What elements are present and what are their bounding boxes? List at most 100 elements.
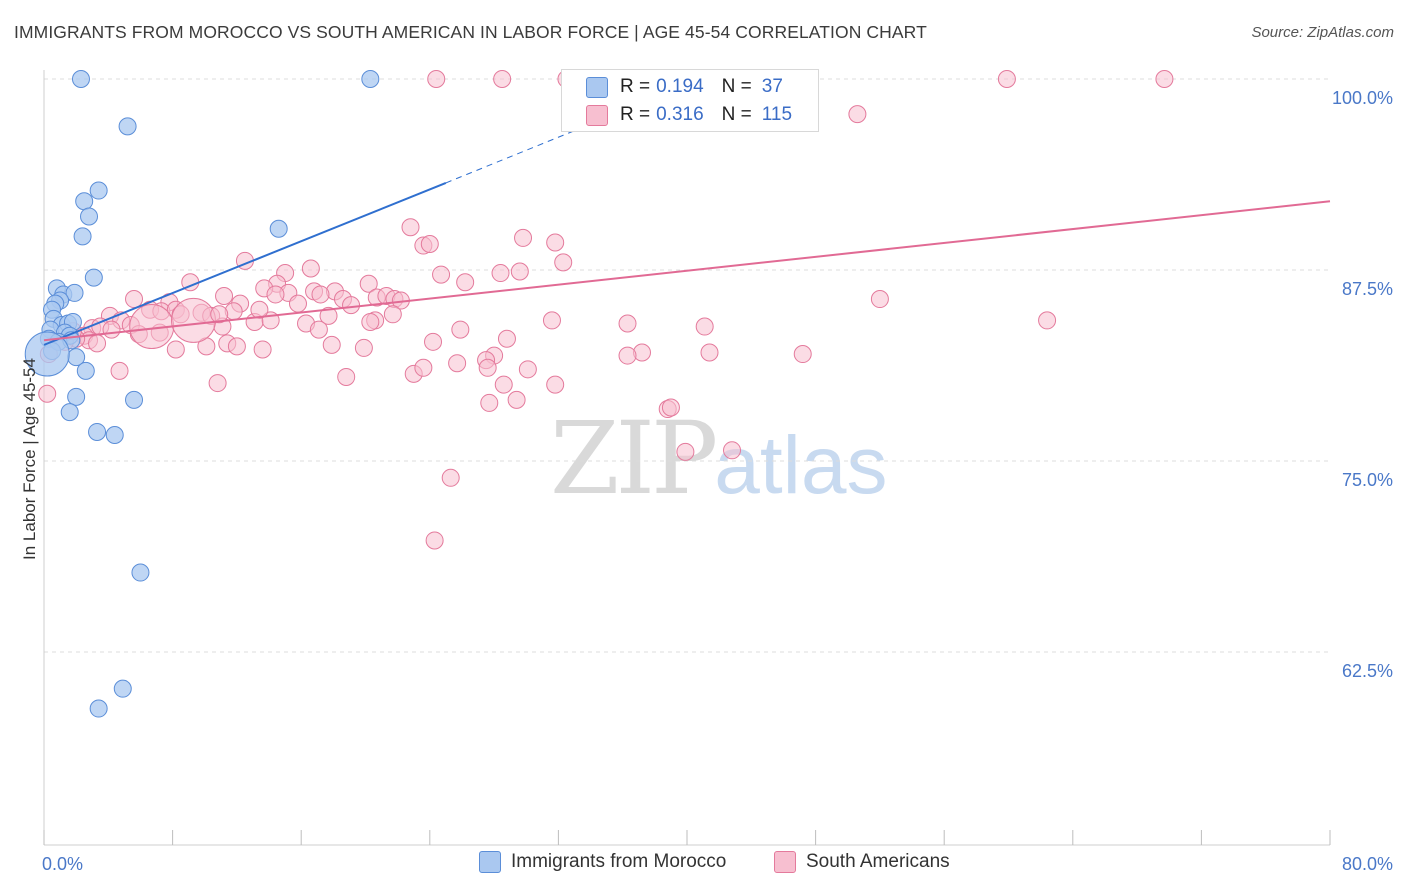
legend-r-label: R = <box>620 76 651 97</box>
morocco-point <box>75 192 94 211</box>
morocco-point <box>105 426 124 445</box>
morocco-point <box>269 219 288 238</box>
south-american-point <box>110 361 129 380</box>
morocco-point <box>60 403 79 422</box>
morocco-point <box>24 331 70 377</box>
south-american-point <box>554 253 573 272</box>
morocco-point <box>80 207 99 226</box>
south-american-point <box>451 320 470 339</box>
legend-swatch-morocco <box>586 76 608 98</box>
y-axis-label: In Labor Force | Age 45-54 <box>20 358 39 560</box>
south-american-point <box>424 332 443 351</box>
south-american-point <box>301 259 320 278</box>
south-american-point <box>1155 70 1174 88</box>
axes <box>43 70 1331 846</box>
south-american-point <box>494 375 513 394</box>
south-american-point <box>848 105 867 124</box>
south-american-point <box>311 285 330 304</box>
legend-item-south-americans[interactable]: South Americans <box>774 851 950 873</box>
south-american-point <box>361 312 380 331</box>
south-american-point <box>383 305 402 324</box>
south-american-point <box>661 398 680 417</box>
watermark-atlas: atlas <box>714 420 888 511</box>
south-american-point <box>507 390 526 409</box>
south-american-point <box>542 311 561 330</box>
morocco-point <box>131 563 150 582</box>
legend-label-south-americans: South Americans <box>806 851 950 872</box>
stats-legend: R = 0.194 N = 37 R = 0.316 N = 115 <box>561 69 819 132</box>
south-american-point <box>510 262 529 281</box>
south-american-point <box>497 329 516 348</box>
morocco-point <box>84 268 103 287</box>
south-american-point <box>337 367 356 386</box>
south-american-point <box>676 442 695 461</box>
south-american-point <box>518 360 537 379</box>
south-american-point <box>618 346 637 365</box>
south-american-point <box>309 320 328 339</box>
south-american-point <box>420 235 439 254</box>
south-american-point <box>359 274 378 293</box>
south-american-point <box>166 340 185 359</box>
morocco-point <box>118 117 137 136</box>
south-american-point <box>215 286 234 305</box>
south-american-point <box>700 343 719 362</box>
y-tick-label: 75.0% <box>1342 470 1393 490</box>
y-tick-label: 100.0% <box>1332 88 1393 108</box>
legend-item-morocco[interactable]: Immigrants from Morocco <box>479 851 726 873</box>
y-tick-label: 62.5% <box>1342 661 1393 681</box>
y-tick-labels: 62.5% 75.0% 87.5% 100.0% <box>1332 88 1393 681</box>
south-american-point <box>425 531 444 550</box>
south-american-point <box>102 320 121 339</box>
legend-row-morocco: R = 0.194 N = 37 <box>562 73 783 101</box>
legend-n-value: 115 <box>761 104 793 125</box>
morocco-point <box>113 679 132 698</box>
watermark: ZIPatlas <box>550 400 888 517</box>
south-american-point <box>125 290 144 309</box>
south-american-point <box>618 314 637 333</box>
y-tick-label: 87.5% <box>1342 279 1393 299</box>
south-american-point <box>322 335 341 354</box>
morocco-trend-line <box>43 181 447 346</box>
south-americans-trend-line <box>43 200 1331 342</box>
morocco-point <box>125 390 144 409</box>
gridlines <box>44 78 1330 653</box>
south-american-point <box>448 354 467 373</box>
south-american-point <box>793 345 812 364</box>
x-tick-label-max: 80.0% <box>1342 854 1393 874</box>
source-credit: Source: ZipAtlas.com <box>1251 24 1394 41</box>
series-legend: Immigrants from Morocco South Americans <box>0 851 1406 879</box>
south-american-point <box>1038 311 1057 330</box>
morocco-point <box>76 361 95 380</box>
south-american-point <box>38 384 57 403</box>
south-american-point <box>493 70 512 88</box>
south-american-point <box>354 338 373 357</box>
morocco-point <box>361 70 380 88</box>
south-american-point <box>723 441 742 460</box>
south-american-point <box>456 273 475 292</box>
morocco-point <box>73 227 92 246</box>
morocco-point <box>71 70 90 88</box>
south-american-point <box>432 265 451 284</box>
south-american-point <box>997 70 1016 88</box>
morocco-point <box>65 283 84 302</box>
south-american-point <box>870 290 889 309</box>
morocco-point <box>89 181 108 200</box>
south-american-point <box>546 375 565 394</box>
morocco-point <box>67 387 86 406</box>
south-american-point <box>208 374 227 393</box>
south-american-point <box>342 296 361 315</box>
south-american-point <box>478 358 497 377</box>
legend-n-label: N = <box>721 76 752 97</box>
legend-swatch-south-americans <box>586 104 608 126</box>
legend-label-morocco: Immigrants from Morocco <box>511 851 727 872</box>
south-american-point <box>250 300 269 319</box>
south-american-point <box>266 285 285 304</box>
south-american-point <box>227 337 246 356</box>
legend-r-value: 0.194 <box>656 76 704 97</box>
south-american-point <box>319 306 338 325</box>
south-american-point <box>480 393 499 412</box>
chart-title: IMMIGRANTS FROM MOROCCO VS SOUTH AMERICA… <box>14 22 927 42</box>
south-american-point <box>695 317 714 336</box>
series-immigrants-from-morocco <box>24 70 380 718</box>
